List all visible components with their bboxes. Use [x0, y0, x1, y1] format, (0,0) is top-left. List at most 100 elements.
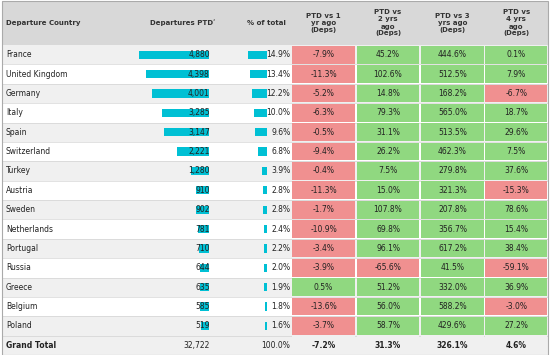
Text: 45.2%: 45.2%	[376, 50, 400, 59]
Text: Austria: Austria	[6, 186, 34, 195]
Text: 32,722: 32,722	[184, 341, 210, 350]
Text: Portugal: Portugal	[6, 244, 38, 253]
Text: 585: 585	[195, 302, 210, 311]
FancyBboxPatch shape	[356, 337, 420, 354]
FancyBboxPatch shape	[2, 200, 548, 219]
FancyBboxPatch shape	[292, 201, 355, 219]
FancyBboxPatch shape	[356, 181, 420, 199]
FancyBboxPatch shape	[486, 181, 547, 199]
Text: 1.9%: 1.9%	[271, 283, 290, 292]
Text: 321.3%: 321.3%	[438, 186, 467, 195]
Text: 100.0%: 100.0%	[261, 341, 290, 350]
Text: 12.2%: 12.2%	[267, 89, 290, 98]
Text: PTD vs 1
yr ago
(Deps): PTD vs 1 yr ago (Deps)	[306, 13, 341, 33]
FancyBboxPatch shape	[265, 283, 267, 291]
FancyBboxPatch shape	[139, 51, 209, 59]
Text: 519: 519	[195, 321, 210, 331]
FancyBboxPatch shape	[292, 278, 355, 296]
Text: 279.8%: 279.8%	[438, 166, 467, 175]
FancyBboxPatch shape	[421, 162, 484, 180]
FancyBboxPatch shape	[486, 201, 547, 219]
Text: 10.0%: 10.0%	[266, 108, 290, 117]
Text: -65.6%: -65.6%	[375, 263, 402, 272]
Text: 1.6%: 1.6%	[271, 321, 290, 331]
FancyBboxPatch shape	[2, 161, 548, 181]
FancyBboxPatch shape	[2, 1, 548, 45]
Text: 18.7%: 18.7%	[504, 108, 528, 117]
Text: PTD vs 3
yrs ago
(Deps): PTD vs 3 yrs ago (Deps)	[435, 13, 470, 33]
Text: 207.8%: 207.8%	[438, 205, 467, 214]
Text: 588.2%: 588.2%	[438, 302, 467, 311]
FancyBboxPatch shape	[292, 84, 355, 102]
FancyBboxPatch shape	[292, 123, 355, 141]
FancyBboxPatch shape	[421, 317, 484, 335]
FancyBboxPatch shape	[421, 259, 484, 277]
Text: -15.3%: -15.3%	[503, 186, 530, 195]
FancyBboxPatch shape	[486, 162, 547, 180]
Text: Switzerland: Switzerland	[6, 147, 51, 156]
FancyBboxPatch shape	[292, 298, 355, 316]
FancyBboxPatch shape	[421, 143, 484, 160]
Text: United Kingdom: United Kingdom	[6, 70, 68, 78]
Text: -3.7%: -3.7%	[312, 321, 334, 331]
Text: -13.6%: -13.6%	[310, 302, 337, 311]
Text: 78.6%: 78.6%	[504, 205, 529, 214]
FancyBboxPatch shape	[356, 298, 420, 316]
FancyBboxPatch shape	[152, 89, 209, 98]
FancyBboxPatch shape	[356, 259, 420, 277]
Text: 96.1%: 96.1%	[376, 244, 400, 253]
Text: 781: 781	[195, 225, 210, 234]
FancyBboxPatch shape	[2, 239, 548, 258]
FancyBboxPatch shape	[292, 337, 355, 354]
Text: 910: 910	[195, 186, 210, 195]
Text: % of total: % of total	[248, 20, 286, 26]
Text: -1.7%: -1.7%	[312, 205, 334, 214]
FancyBboxPatch shape	[200, 264, 209, 272]
FancyBboxPatch shape	[200, 283, 209, 291]
Text: 14.9%: 14.9%	[266, 50, 290, 59]
Text: 617.2%: 617.2%	[438, 244, 467, 253]
FancyBboxPatch shape	[356, 201, 420, 219]
FancyBboxPatch shape	[486, 317, 547, 335]
Text: -11.3%: -11.3%	[310, 186, 337, 195]
Text: 69.8%: 69.8%	[376, 225, 400, 234]
Text: 14.8%: 14.8%	[376, 89, 400, 98]
FancyBboxPatch shape	[201, 322, 209, 330]
FancyBboxPatch shape	[248, 51, 267, 59]
FancyBboxPatch shape	[421, 337, 484, 354]
FancyBboxPatch shape	[486, 65, 547, 83]
FancyBboxPatch shape	[200, 302, 209, 311]
Text: 51.2%: 51.2%	[376, 283, 400, 292]
Text: 7.5%: 7.5%	[507, 147, 526, 156]
FancyBboxPatch shape	[486, 143, 547, 160]
FancyBboxPatch shape	[2, 64, 548, 84]
FancyBboxPatch shape	[486, 220, 547, 238]
FancyBboxPatch shape	[292, 162, 355, 180]
FancyBboxPatch shape	[486, 123, 547, 141]
Text: -0.5%: -0.5%	[312, 128, 334, 137]
Text: Grand Total: Grand Total	[6, 341, 56, 350]
Text: 29.6%: 29.6%	[504, 128, 529, 137]
FancyBboxPatch shape	[292, 240, 355, 257]
Text: 2.8%: 2.8%	[271, 205, 290, 214]
Text: 41.5%: 41.5%	[441, 263, 464, 272]
FancyBboxPatch shape	[250, 70, 267, 78]
FancyBboxPatch shape	[421, 201, 484, 219]
Text: 2.8%: 2.8%	[271, 186, 290, 195]
FancyBboxPatch shape	[162, 109, 209, 117]
FancyBboxPatch shape	[262, 167, 267, 175]
FancyBboxPatch shape	[486, 84, 547, 102]
FancyBboxPatch shape	[196, 206, 209, 214]
Text: Spain: Spain	[6, 128, 28, 137]
Text: 635: 635	[195, 283, 210, 292]
FancyBboxPatch shape	[421, 65, 484, 83]
FancyBboxPatch shape	[264, 244, 267, 252]
Text: 4,001: 4,001	[188, 89, 210, 98]
Text: 429.6%: 429.6%	[438, 321, 467, 331]
FancyBboxPatch shape	[292, 143, 355, 160]
FancyBboxPatch shape	[263, 186, 267, 195]
FancyBboxPatch shape	[486, 337, 547, 354]
FancyBboxPatch shape	[486, 46, 547, 64]
Text: 1,280: 1,280	[188, 166, 210, 175]
Text: Italy: Italy	[6, 108, 23, 117]
